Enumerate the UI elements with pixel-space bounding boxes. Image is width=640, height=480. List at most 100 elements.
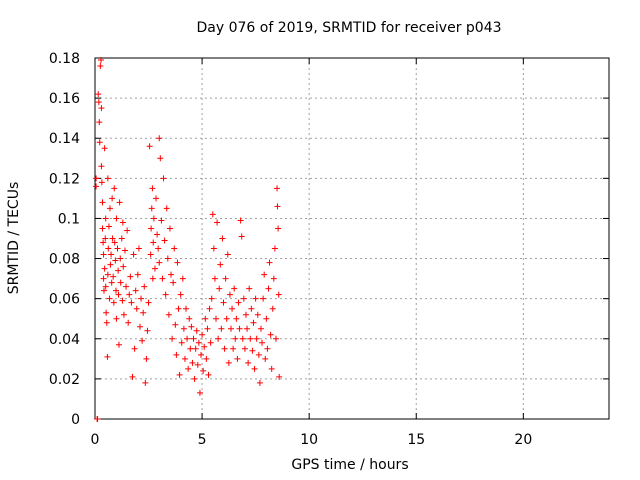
data-point [179, 275, 186, 282]
x-tick-label: 0 [91, 432, 100, 448]
data-point [211, 275, 218, 282]
data-point [254, 311, 261, 318]
data-point [242, 311, 249, 318]
y-axis-label: SRMTID / TECUs [6, 182, 22, 295]
data-point [130, 251, 137, 258]
data-point [268, 365, 275, 372]
data-point [101, 145, 108, 152]
data-point [190, 335, 197, 342]
data-point [113, 315, 120, 322]
data-point [247, 335, 254, 342]
data-point [222, 275, 229, 282]
data-point [275, 291, 282, 298]
data-point [171, 245, 178, 252]
data-point [249, 347, 256, 354]
data-point [275, 225, 282, 232]
data-point [164, 255, 171, 262]
data-point [264, 345, 271, 352]
data-point [99, 199, 106, 206]
data-point [154, 231, 161, 238]
data-point [176, 371, 183, 378]
data-point [227, 325, 234, 332]
data-point [256, 379, 263, 386]
data-point [239, 335, 246, 342]
data-point [133, 305, 140, 312]
data-point [219, 235, 226, 242]
data-point [104, 353, 111, 360]
data-point [199, 331, 206, 338]
data-point [108, 279, 115, 286]
data-point [114, 245, 121, 252]
data-point [201, 343, 208, 350]
data-point [110, 273, 117, 280]
data-point [231, 285, 238, 292]
data-point [111, 185, 118, 192]
data-point [97, 57, 104, 64]
data-point [267, 331, 274, 338]
data-point [274, 185, 281, 192]
y-tick-label: 0.06 [49, 292, 80, 308]
data-point [113, 215, 120, 222]
data-point [142, 379, 149, 386]
data-point [217, 261, 224, 268]
x-tick-label: 20 [514, 432, 532, 448]
data-point [116, 199, 123, 206]
data-point [103, 309, 110, 316]
data-point [101, 265, 108, 272]
data-point [118, 235, 125, 242]
data-point [168, 271, 175, 278]
data-point [166, 225, 173, 232]
data-point [181, 355, 188, 362]
data-point [157, 155, 164, 162]
data-point [173, 351, 180, 358]
data-point [109, 195, 116, 202]
axis-ticks: 0 5 10 15 20 0 0.02 0.04 0.06 0.08 0.1 0.12 0.14 0.16… [49, 51, 609, 448]
data-point [230, 345, 237, 352]
data-point [269, 305, 276, 312]
data-point [213, 315, 220, 322]
data-point [241, 345, 248, 352]
data-point [252, 295, 259, 302]
data-point [248, 305, 255, 312]
data-point [216, 285, 223, 292]
data-point [183, 305, 190, 312]
data-point [250, 319, 257, 326]
data-point [129, 373, 136, 380]
data-point [110, 299, 117, 306]
data-point [112, 287, 119, 294]
data-point [177, 291, 184, 298]
data-point [123, 283, 130, 290]
data-point [209, 211, 216, 218]
data-point [246, 285, 253, 292]
data-point [210, 245, 217, 252]
data-point [117, 279, 124, 286]
data-point [100, 251, 107, 258]
data-point [156, 135, 163, 142]
data-point [205, 371, 212, 378]
data-point [105, 245, 112, 252]
chart-title: Day 076 of 2019, SRMTID for receiver p04… [196, 20, 501, 36]
data-point [214, 219, 221, 226]
data-point [229, 305, 236, 312]
data-point [178, 339, 185, 346]
data-point [189, 359, 196, 366]
data-point [143, 355, 150, 362]
data-point [195, 339, 202, 346]
data-point [236, 325, 243, 332]
data-point [158, 217, 165, 224]
x-tick-label: 5 [198, 432, 207, 448]
data-point [223, 315, 230, 322]
data-point [149, 185, 156, 192]
x-axis-label: GPS time / hours [291, 457, 408, 473]
data-point [96, 139, 103, 146]
data-point [156, 259, 163, 266]
data-point [235, 299, 242, 306]
data-point [160, 175, 167, 182]
data-point [220, 299, 227, 306]
data-point [93, 183, 100, 190]
data-point [234, 355, 241, 362]
data-point [95, 91, 102, 98]
data-point [95, 99, 102, 106]
data-point [240, 295, 247, 302]
data-point [128, 299, 135, 306]
